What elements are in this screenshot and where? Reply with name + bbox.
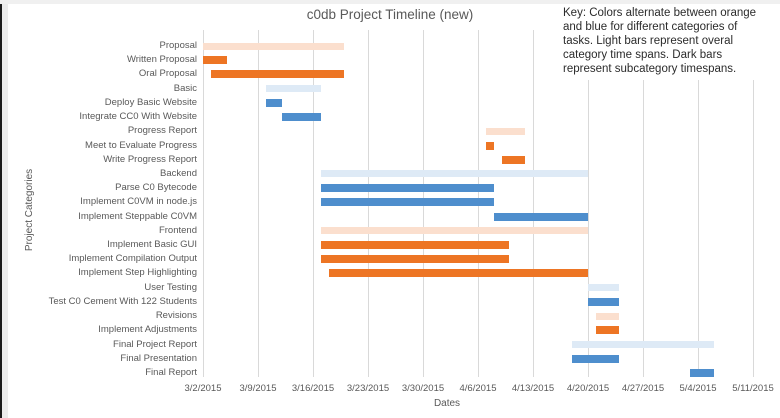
gantt-bar-dark [265,98,282,107]
gantt-bar-dark [595,326,620,335]
chart-title: c0db Project Timeline (new) [306,7,474,22]
gantt-bar-dark [203,56,227,65]
category-label: Backend [160,167,197,179]
gantt-bar-light [595,312,620,320]
gantt-bar-dark [493,212,588,221]
key-note-line: category time spans. Dark bars [563,49,723,61]
category-label: Revisions [155,310,197,322]
gridline [753,30,754,377]
x-tick-label: 3/23/2015 [346,383,390,394]
x-axis-title: Dates [433,398,461,409]
category-label: Implement Adjustments [98,324,197,336]
gantt-bar-light [588,284,620,292]
gantt-bar-dark [501,155,526,164]
gridline [258,30,259,377]
category-label: Written Proposal [126,54,197,66]
category-label: Implement Step Highlighting [78,267,197,279]
category-label: Implement Steppable C0VM [78,210,197,222]
gantt-bar-dark [210,70,345,79]
x-tick-label: 4/13/2015 [511,383,555,394]
x-tick-label: 3/30/2015 [401,383,445,394]
x-tick-label: 5/11/2015 [732,383,774,394]
category-label: Implement C0VM in node.js [80,196,197,208]
gridline [588,30,589,377]
x-tick-label: 4/6/2015 [459,383,497,394]
gantt-bar-dark [320,255,510,264]
x-tick-label: 3/9/2015 [239,383,277,394]
category-label: Final Presentation [120,352,197,364]
category-label: Final Project Report [113,338,197,350]
category-label: User Testing [144,281,197,293]
gantt-bar-light [203,42,345,50]
x-tick-label: 5/4/2015 [679,383,717,394]
gantt-bar-light [320,170,588,178]
gantt-bar-dark [320,198,494,207]
gridline [698,30,699,377]
gantt-bar-dark [320,241,510,250]
category-label: Progress Report [127,125,197,137]
category-label: Final Report [145,366,197,378]
gantt-bar-dark [320,184,494,193]
category-label: Basic [173,82,197,94]
category-label: Integrate CC0 With Website [79,111,197,123]
gantt-bar-light [320,227,588,235]
key-note-line: Key: Colors alternate between orange [563,7,757,19]
category-label: Write Progress Report [103,153,197,165]
category-label: Proposal [159,40,198,51]
gantt-bar-dark [572,354,620,363]
key-note: Key: Colors alternate between orange and… [563,6,777,80]
category-label: Implement Compilation Output [68,253,197,265]
x-tick-label: 4/27/2015 [621,383,665,394]
gantt-bar-dark [281,113,321,122]
gantt-bar-light [265,85,321,93]
key-note-line: represent subcategory timespans. [563,63,737,75]
key-note-line: and blue for different categories of [563,21,738,33]
screenshot-left-margin [2,0,8,418]
x-tick-label: 4/20/2015 [566,383,610,394]
category-label: Oral Proposal [138,68,197,80]
screenshot-left-edge [0,0,2,418]
gantt-bar-light [572,341,714,349]
category-label: Meet to Evaluate Progress [85,139,197,151]
gantt-bar-dark [588,297,620,306]
category-label: Frontend [158,224,197,236]
gantt-bar-dark [485,141,494,150]
gridline [533,30,534,377]
gantt-bar-light [485,127,526,135]
category-label: Deploy Basic Website [104,96,197,108]
category-label: Test C0 Cement With 122 Students [48,295,197,307]
gridline [203,30,204,377]
category-label: Implement Basic GUI [107,239,197,251]
gridline [643,30,644,377]
key-note-line: tasks. Light bars represent overal [563,35,734,47]
gridline [313,30,314,377]
screenshot-top-margin [0,0,780,4]
category-label: Parse C0 Bytecode [115,182,197,194]
gantt-bar-dark [690,368,714,377]
x-tick-label: 3/2/2015 [184,383,222,394]
x-tick-label: 3/16/2015 [291,383,335,394]
gantt-bar-dark [328,269,588,278]
